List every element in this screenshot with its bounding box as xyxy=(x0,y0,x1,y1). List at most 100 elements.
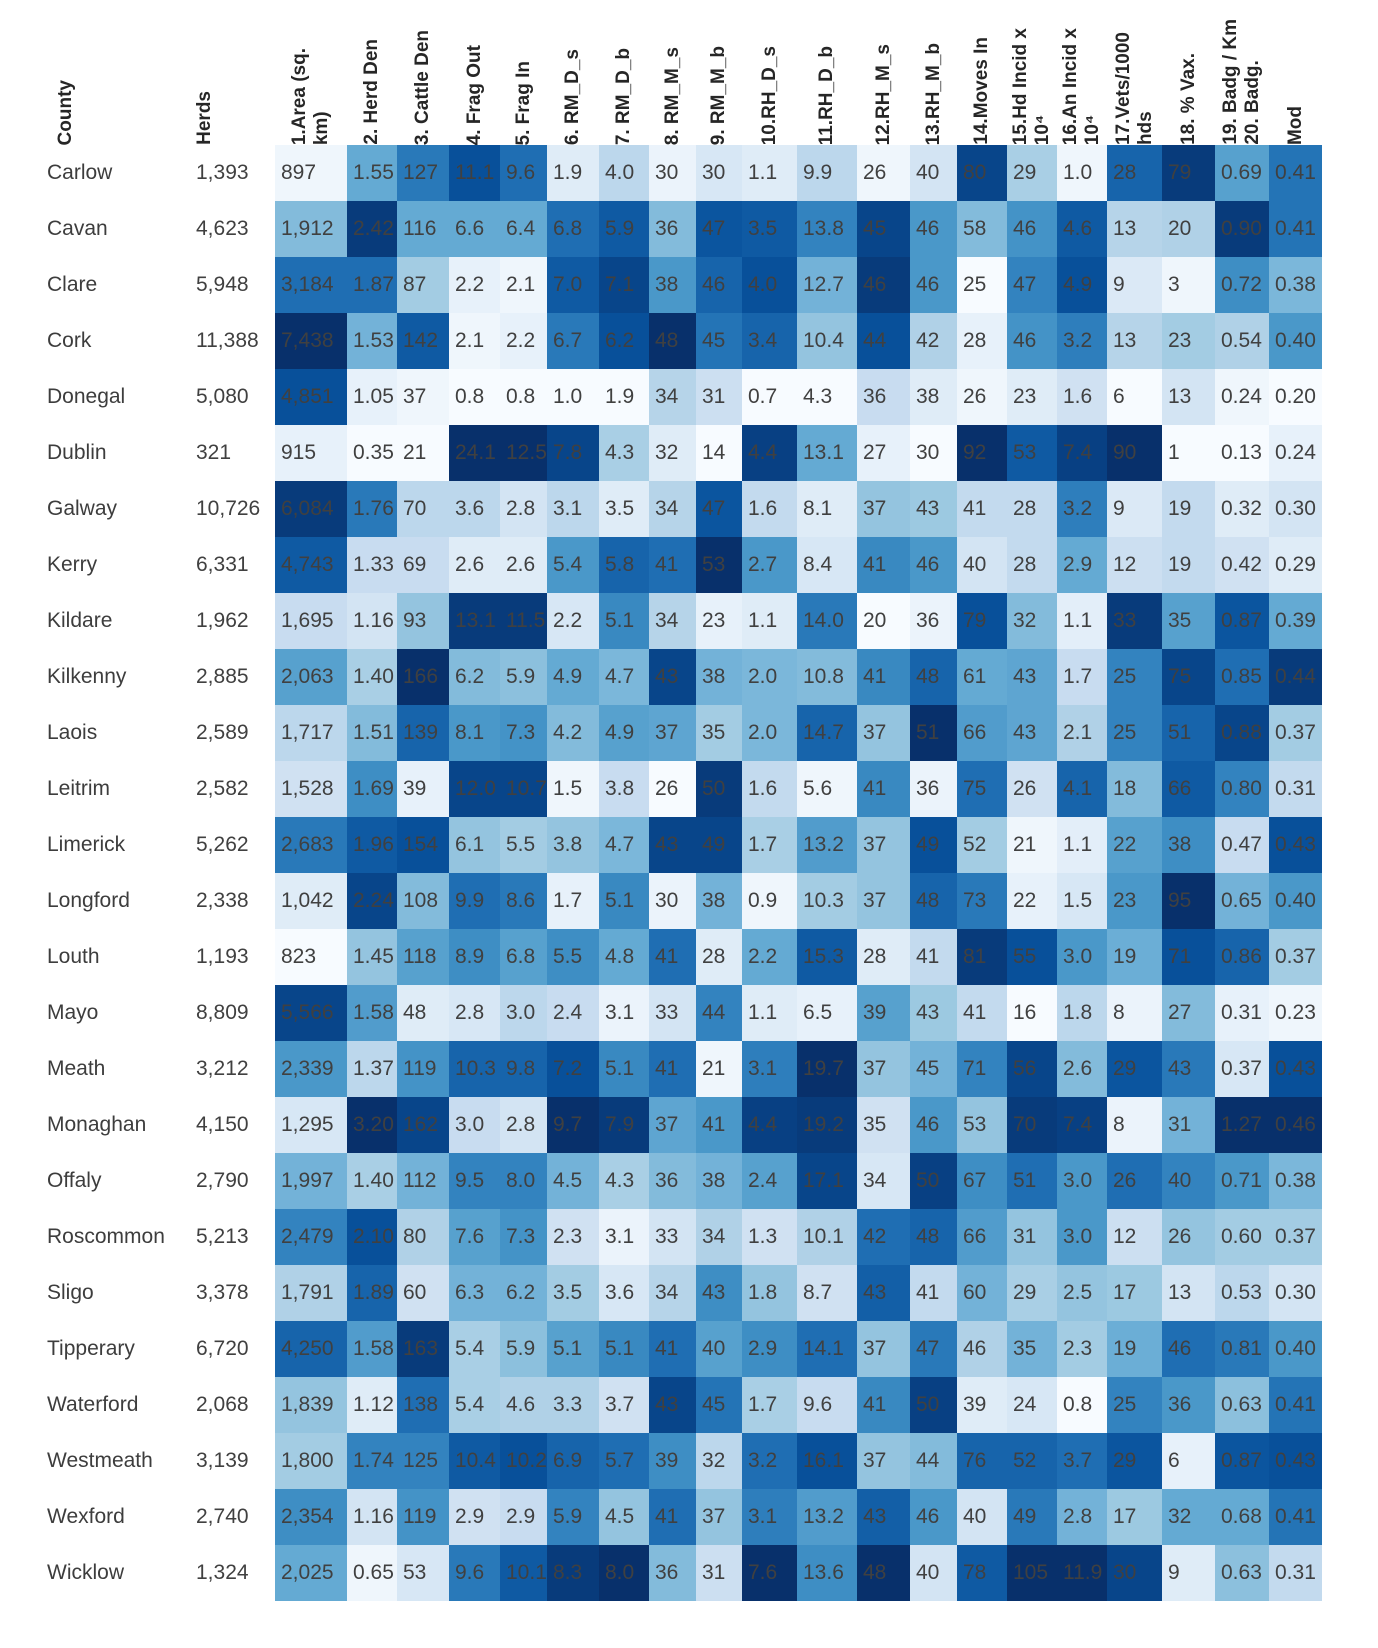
table-row: Offaly 2,790 1,997 1.40 112 9.5 8.0 4.5 4.3 36 38 2… xyxy=(45,1153,1322,1209)
cell-moves_in: 79 xyxy=(957,593,1007,649)
cell-herd_den: 2.42 xyxy=(347,201,397,257)
col-header-rh_m_s: 12.RH_M_s xyxy=(857,2,910,145)
col-header-county-label: County xyxy=(55,79,76,145)
cell-rm_d_b: 3.6 xyxy=(599,1265,649,1321)
cell-rm_d_b: 8.0 xyxy=(599,1545,649,1601)
cell-vets: 13 xyxy=(1107,201,1162,257)
cell-rm_d_s: 3.5 xyxy=(547,1265,599,1321)
cell-vets: 12 xyxy=(1107,1209,1162,1265)
cell-rh_d_b: 5.6 xyxy=(797,761,857,817)
cell-rh_m_s: 43 xyxy=(857,1489,910,1545)
cell-rm_d_s: 2.4 xyxy=(547,985,599,1041)
col-header-moves_in: 14.Moves In xyxy=(957,2,1007,145)
cell-frag_in: 10.7 xyxy=(500,761,547,817)
cell-rm_m_s: 36 xyxy=(649,1153,696,1209)
cell-cattle_den: 37 xyxy=(397,369,449,425)
cell-mod: 0.31 xyxy=(1269,1545,1322,1601)
cell-herds: 2,338 xyxy=(196,889,249,912)
cell-pct_vax: 35 xyxy=(1162,593,1215,649)
cell-rh_m_b: 40 xyxy=(910,145,957,201)
cell-cattle_den: 116 xyxy=(397,201,449,257)
cell-pct_vax: 79 xyxy=(1162,145,1215,201)
cell-rm_d_s: 8.3 xyxy=(547,1545,599,1601)
table-row: Westmeath 3,139 1,800 1.74 125 10.4 10.2 6.9 5.7… xyxy=(45,1433,1322,1489)
cell-herd_den: 1.12 xyxy=(347,1377,397,1433)
cell-moves_in: 52 xyxy=(957,817,1007,873)
cell-vets: 90 xyxy=(1107,425,1162,481)
col-header-rh_d_b: 11.RH_D_b xyxy=(797,2,857,145)
cell-mod: 0.29 xyxy=(1269,537,1322,593)
table-row: Cavan 4,623 1,912 2.42 116 6.6 6.4 6.8 5.9 36 47 3.… xyxy=(45,201,1322,257)
table-row: Dublin 321 915 0.35 21 24.1 12.5 7.8 4.3 32 14 4.4 1… xyxy=(45,425,1322,481)
cell-frag_in: 7.3 xyxy=(500,705,547,761)
county-label: Mayo xyxy=(47,1001,99,1024)
county-label: Carlow xyxy=(47,161,113,184)
cell-vets: 13 xyxy=(1107,313,1162,369)
cell-rh_d_b: 15.3 xyxy=(797,929,857,985)
cell-rm_m_s: 38 xyxy=(649,257,696,313)
cell-cattle_den: 125 xyxy=(397,1433,449,1489)
cell-area: 897 xyxy=(275,145,347,201)
cell-rh_m_b: 46 xyxy=(910,1489,957,1545)
cell-rm_m_b: 38 xyxy=(696,1153,742,1209)
cell-hd_incid: 43 xyxy=(1007,649,1057,705)
cell-mod: 0.41 xyxy=(1269,145,1322,201)
cell-area: 4,851 xyxy=(275,369,347,425)
cell-rh_m_b: 50 xyxy=(910,1377,957,1433)
cell-rm_m_b: 32 xyxy=(696,1433,742,1489)
col-header-rm_m_b: 9. RM_M_b xyxy=(696,2,742,145)
cell-pct_vax: 1 xyxy=(1162,425,1215,481)
cell-rh_m_b: 46 xyxy=(910,1097,957,1153)
cell-moves_in: 60 xyxy=(957,1265,1007,1321)
col-header-herds: Herds xyxy=(190,2,275,145)
cell-rm_m_b: 46 xyxy=(696,257,742,313)
cell-herds: 4,150 xyxy=(196,1113,249,1136)
cell-frag_in: 7.3 xyxy=(500,1209,547,1265)
cell-herd_den: 1.40 xyxy=(347,1153,397,1209)
cell-an_incid: 2.6 xyxy=(1057,1041,1107,1097)
cell-frag_out: 2.1 xyxy=(449,313,500,369)
cell-pct_vax: 66 xyxy=(1162,761,1215,817)
cell-hd_incid: 52 xyxy=(1007,1433,1057,1489)
cell-rm_m_b: 34 xyxy=(696,1209,742,1265)
cell-an_incid: 3.0 xyxy=(1057,1153,1107,1209)
cell-mod: 0.46 xyxy=(1269,1097,1322,1153)
col-header-area: 1.Area (sq. km) xyxy=(275,2,347,145)
county-label: Monaghan xyxy=(47,1113,147,1136)
cell-mod: 0.31 xyxy=(1269,761,1322,817)
cell-rh_m_s: 48 xyxy=(857,1545,910,1601)
cell-rh_d_s: 2.0 xyxy=(742,649,797,705)
cell-vets: 29 xyxy=(1107,1433,1162,1489)
cell-pct_vax: 6 xyxy=(1162,1433,1215,1489)
cell-herd_den: 1.87 xyxy=(347,257,397,313)
cell-rh_m_b: 38 xyxy=(910,369,957,425)
cell-rm_d_b: 3.1 xyxy=(599,985,649,1041)
cell-rm_d_b: 3.7 xyxy=(599,1377,649,1433)
cell-rm_m_s: 36 xyxy=(649,1545,696,1601)
county-label: Wexford xyxy=(47,1505,125,1528)
cell-herds: 2,885 xyxy=(196,665,249,688)
cell-hd_incid: 70 xyxy=(1007,1097,1057,1153)
county-label: Laois xyxy=(47,721,98,744)
cell-rm_d_b: 5.7 xyxy=(599,1433,649,1489)
cell-mod: 0.40 xyxy=(1269,873,1322,929)
cell-mod: 0.38 xyxy=(1269,1153,1322,1209)
col-header-rm_d_s: 6. RM_D_s xyxy=(547,2,599,145)
cell-pct_vax: 19 xyxy=(1162,537,1215,593)
cell-cattle_den: 162 xyxy=(397,1097,449,1153)
cell-rh_m_b: 44 xyxy=(910,1433,957,1489)
cell-rh_m_s: 41 xyxy=(857,649,910,705)
cell-rh_m_b: 46 xyxy=(910,257,957,313)
county-label: Offaly xyxy=(47,1169,102,1192)
cell-rh_m_s: 37 xyxy=(857,481,910,537)
cell-an_incid: 3.7 xyxy=(1057,1433,1107,1489)
cell-rm_m_b: 35 xyxy=(696,705,742,761)
cell-pct_vax: 3 xyxy=(1162,257,1215,313)
cell-rh_d_s: 3.2 xyxy=(742,1433,797,1489)
cell-rh_m_b: 41 xyxy=(910,1265,957,1321)
cell-rm_d_s: 5.1 xyxy=(547,1321,599,1377)
table-body: Carlow 1,393 897 1.55 127 11.1 9.6 1.9 4.0 30 30 1.… xyxy=(45,145,1322,1601)
col-header-badg: 19. Badg / Km 20. Badg. xyxy=(1215,2,1269,145)
cell-rm_d_b: 7.1 xyxy=(599,257,649,313)
cell-hd_incid: 46 xyxy=(1007,201,1057,257)
